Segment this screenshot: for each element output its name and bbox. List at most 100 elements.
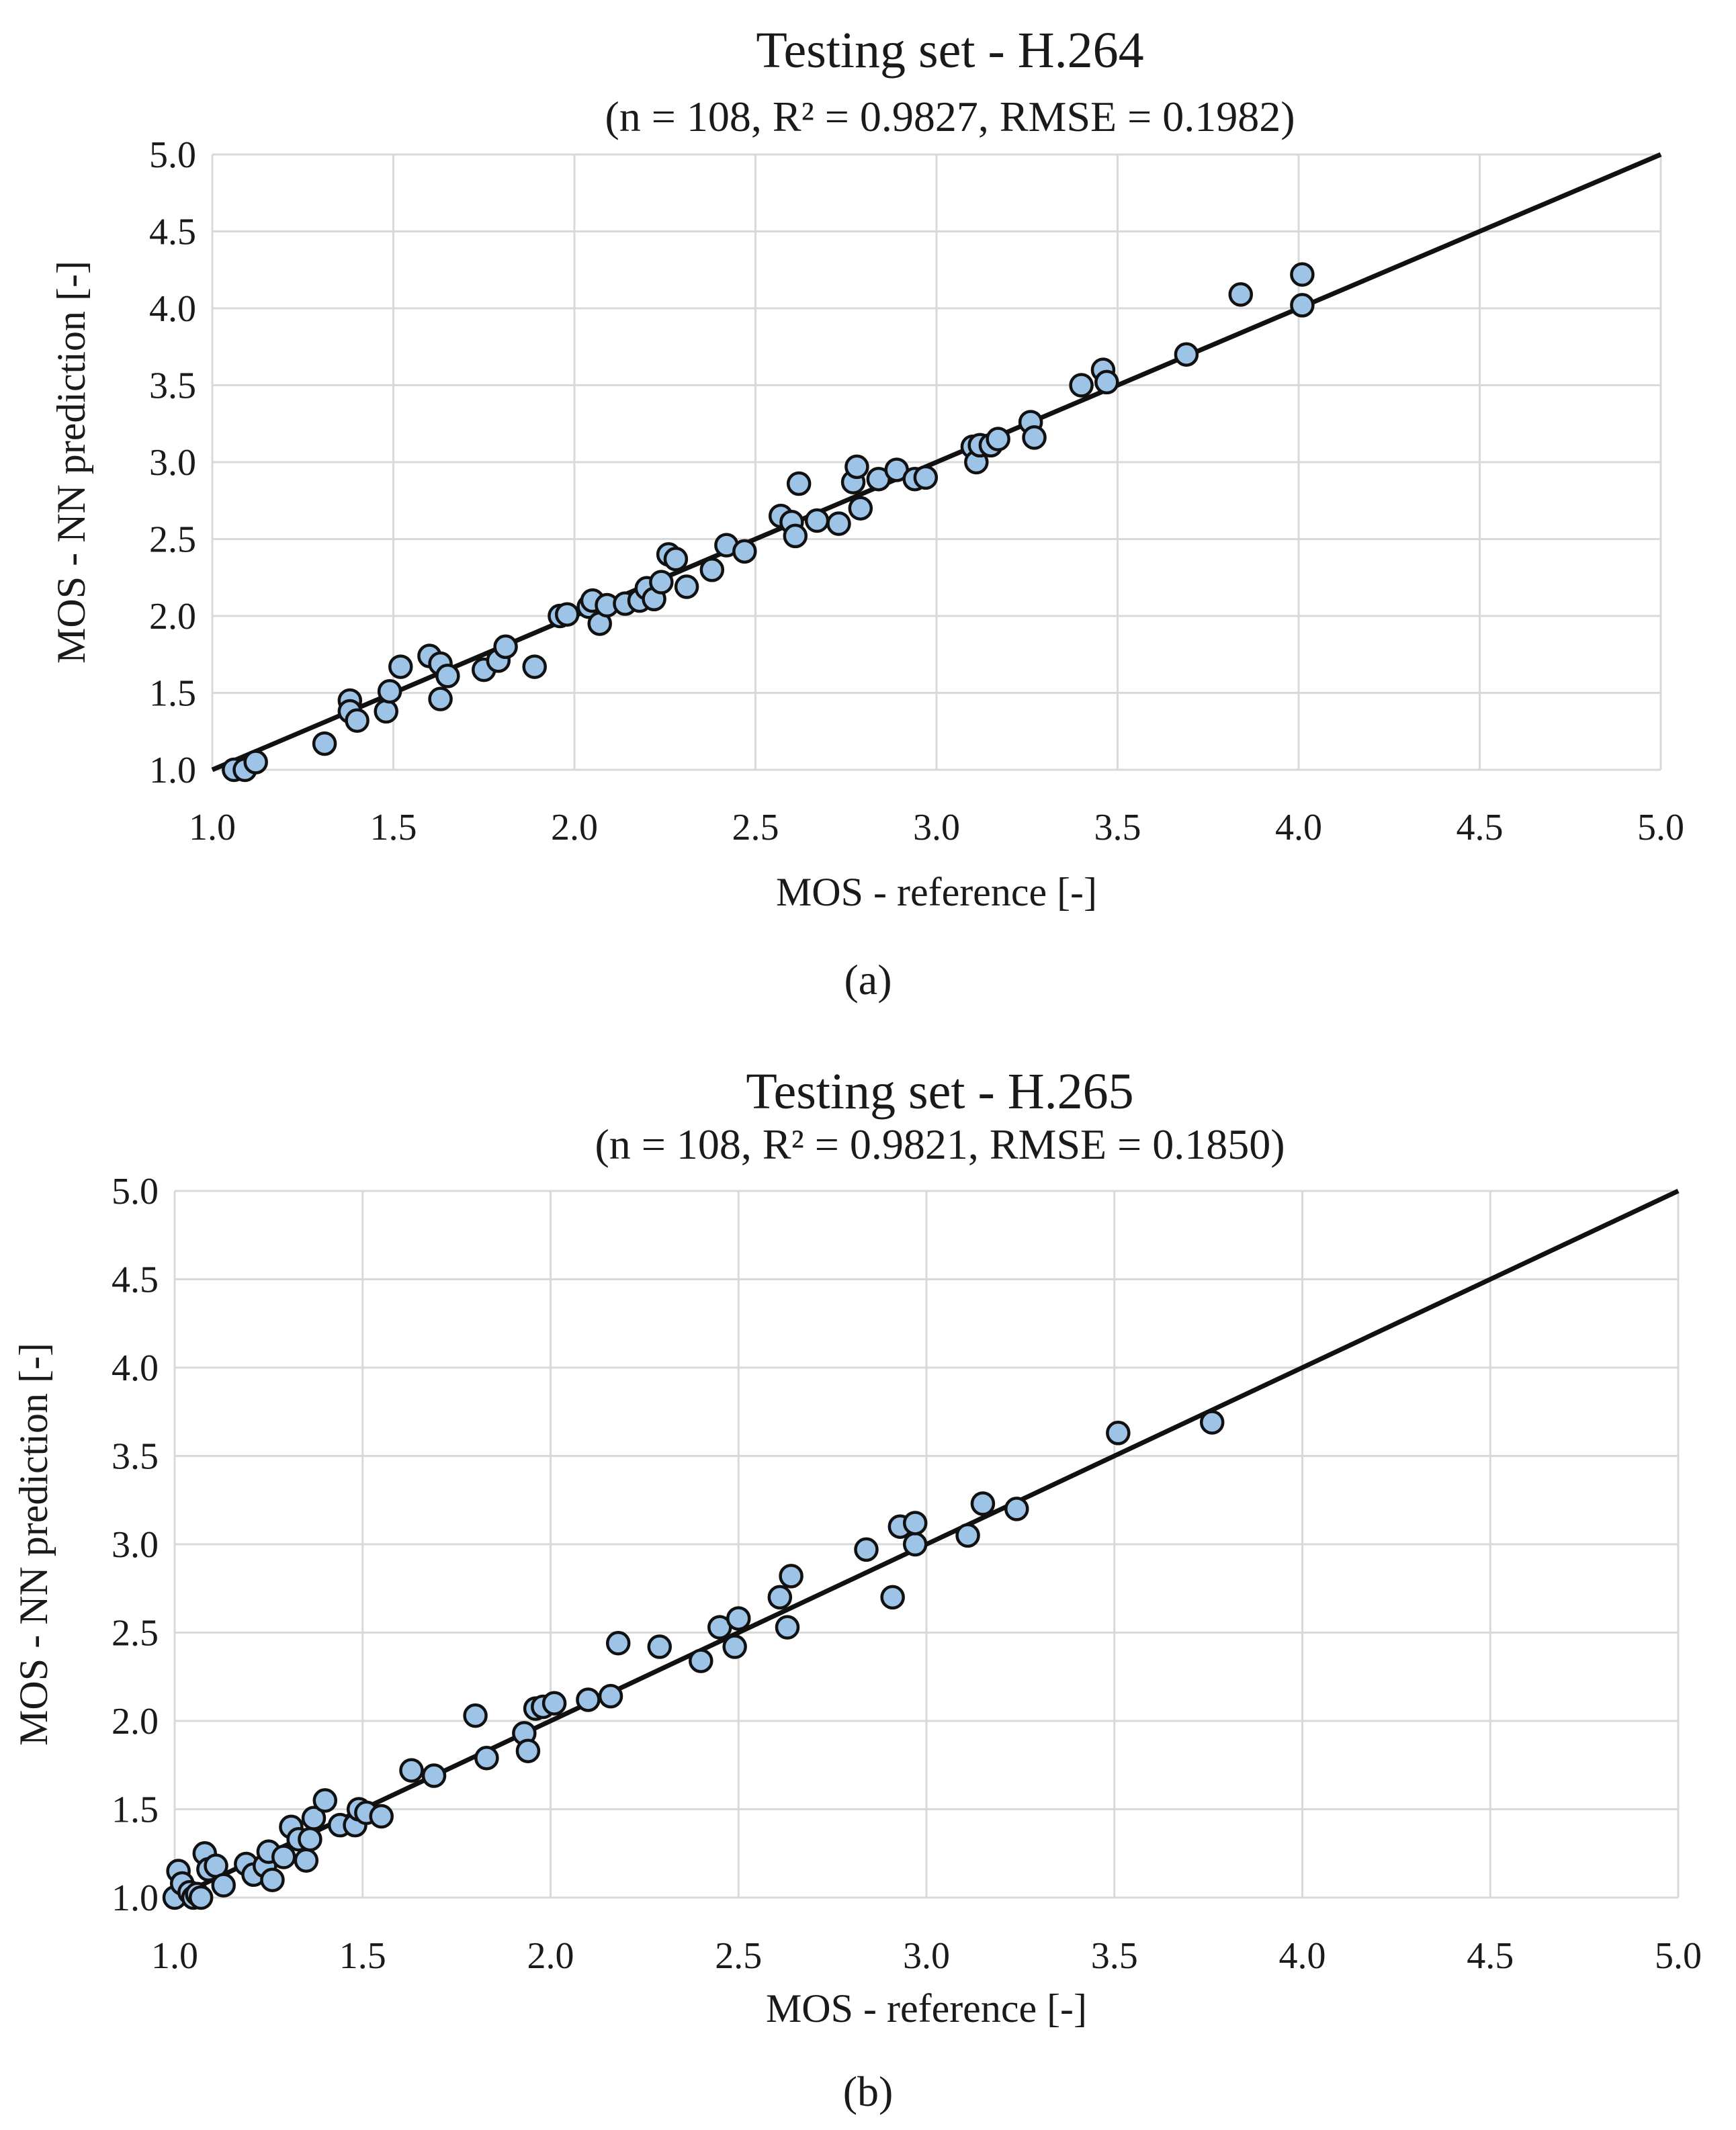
y-tick-label: 3.0 bbox=[112, 1524, 159, 1566]
x-axis-label: MOS - reference [-] bbox=[776, 870, 1097, 914]
data-point bbox=[1228, 282, 1254, 307]
y-tick-label: 1.5 bbox=[112, 1789, 159, 1831]
data-point bbox=[955, 1523, 980, 1548]
y-tick-label: 3.0 bbox=[149, 442, 196, 484]
data-point bbox=[1094, 369, 1119, 395]
data-point bbox=[294, 1848, 319, 1873]
panel-caption: (a) bbox=[844, 956, 892, 1004]
x-tick-label: 2.5 bbox=[715, 1935, 762, 1977]
data-point bbox=[722, 1634, 747, 1659]
data-point bbox=[312, 731, 337, 756]
data-point bbox=[188, 1885, 214, 1910]
data-point bbox=[271, 1845, 296, 1869]
y-tick-label: 4.0 bbox=[112, 1347, 159, 1389]
data-point bbox=[767, 1585, 793, 1610]
data-point bbox=[576, 1687, 601, 1712]
data-point bbox=[732, 539, 757, 564]
data-point bbox=[674, 574, 699, 599]
data-point bbox=[826, 511, 851, 536]
data-point bbox=[399, 1758, 424, 1783]
data-point bbox=[779, 1564, 804, 1589]
data-point bbox=[775, 1615, 800, 1640]
data-point bbox=[260, 1867, 285, 1892]
x-tick-label: 5.0 bbox=[1655, 1935, 1702, 1977]
data-point bbox=[388, 654, 413, 679]
y-tick-label: 2.5 bbox=[149, 519, 196, 561]
data-point bbox=[428, 686, 453, 711]
data-point bbox=[844, 454, 869, 480]
data-point bbox=[312, 1788, 338, 1813]
x-tick-label: 2.0 bbox=[527, 1935, 574, 1977]
data-point bbox=[1290, 262, 1315, 287]
chart-title: Testing set - H.265 bbox=[746, 1063, 1133, 1120]
y-tick-label: 2.5 bbox=[112, 1613, 159, 1654]
data-point bbox=[880, 1585, 905, 1610]
data-point bbox=[649, 570, 674, 594]
data-point bbox=[1022, 425, 1047, 450]
x-tick-label: 3.0 bbox=[903, 1935, 950, 1977]
x-axis-label: MOS - reference [-] bbox=[766, 1986, 1087, 2031]
y-tick-label: 2.0 bbox=[149, 596, 196, 637]
y-tick-label: 5.0 bbox=[149, 134, 196, 176]
data-point bbox=[435, 664, 460, 689]
y-tick-label: 1.5 bbox=[149, 673, 196, 715]
data-point bbox=[786, 471, 812, 496]
data-point bbox=[598, 1683, 623, 1709]
y-tick-label: 2.0 bbox=[112, 1701, 159, 1742]
data-point bbox=[902, 1532, 928, 1557]
data-point bbox=[902, 1511, 928, 1536]
chart-panel-b: 1.0 1.5 2.0 2.5 3.0 3.5 4.0 4.5 5.0 1.0 1.5 2.0 2.5 3… bbox=[11, 1063, 1702, 2115]
data-point bbox=[374, 699, 398, 724]
y-tick-label: 4.5 bbox=[149, 212, 196, 253]
chart-panel-a: 1.0 1.5 2.0 2.5 3.0 3.5 4.0 4.5 5.0 1.0 1.5 2.0 2.5 3… bbox=[49, 22, 1684, 1004]
data-point bbox=[986, 427, 1010, 451]
data-point bbox=[689, 1648, 713, 1673]
y-tick-label: 4.0 bbox=[149, 288, 196, 330]
data-point bbox=[421, 1763, 447, 1788]
data-point bbox=[1174, 342, 1199, 367]
data-point bbox=[345, 708, 370, 733]
data-point bbox=[913, 465, 939, 490]
y-tick-label: 1.0 bbox=[112, 1877, 159, 1919]
data-point bbox=[541, 1691, 567, 1716]
y-axis-label: MOS - NN prediction [-] bbox=[49, 261, 93, 664]
data-point bbox=[1004, 1497, 1029, 1521]
data-point bbox=[970, 1491, 996, 1516]
x-tick-label: 5.0 bbox=[1637, 807, 1684, 848]
x-tick-label: 1.0 bbox=[189, 807, 236, 848]
y-tick-label: 4.5 bbox=[112, 1259, 159, 1301]
data-point bbox=[1199, 1410, 1225, 1435]
data-point bbox=[474, 1745, 499, 1771]
data-point bbox=[463, 1703, 488, 1728]
x-tick-label: 4.0 bbox=[1279, 1935, 1326, 1977]
data-point bbox=[493, 634, 518, 660]
data-point bbox=[848, 496, 873, 521]
data-point bbox=[211, 1873, 236, 1898]
y-tick-label: 1.0 bbox=[149, 750, 196, 791]
x-tick-label: 4.5 bbox=[1467, 1935, 1514, 1977]
chart-subtitle: (n = 108, R² = 0.9821, RMSE = 0.1850) bbox=[595, 1120, 1285, 1168]
x-tick-label: 1.5 bbox=[339, 1935, 386, 1977]
data-point bbox=[522, 654, 547, 679]
x-tick-label: 1.5 bbox=[370, 807, 417, 848]
data-point bbox=[301, 1806, 327, 1830]
data-point bbox=[1069, 373, 1094, 398]
y-tick-label: 3.5 bbox=[112, 1436, 159, 1478]
data-point bbox=[699, 558, 725, 582]
x-tick-label: 4.0 bbox=[1275, 807, 1322, 848]
data-point bbox=[663, 547, 689, 572]
y-tick-label: 5.0 bbox=[112, 1171, 159, 1212]
x-tick-label: 3.0 bbox=[913, 807, 960, 848]
data-point bbox=[243, 750, 268, 774]
x-tick-label: 1.0 bbox=[151, 1935, 198, 1977]
data-point bbox=[605, 1631, 631, 1656]
data-point bbox=[647, 1634, 672, 1659]
x-tick-label: 4.5 bbox=[1457, 807, 1504, 848]
x-tick-label: 3.5 bbox=[1094, 807, 1141, 848]
data-point bbox=[1290, 293, 1315, 318]
y-tick-label: 3.5 bbox=[149, 365, 196, 407]
y-axis-label: MOS - NN prediction [-] bbox=[11, 1343, 56, 1746]
data-point bbox=[783, 523, 808, 549]
x-tick-label: 2.5 bbox=[732, 807, 779, 848]
